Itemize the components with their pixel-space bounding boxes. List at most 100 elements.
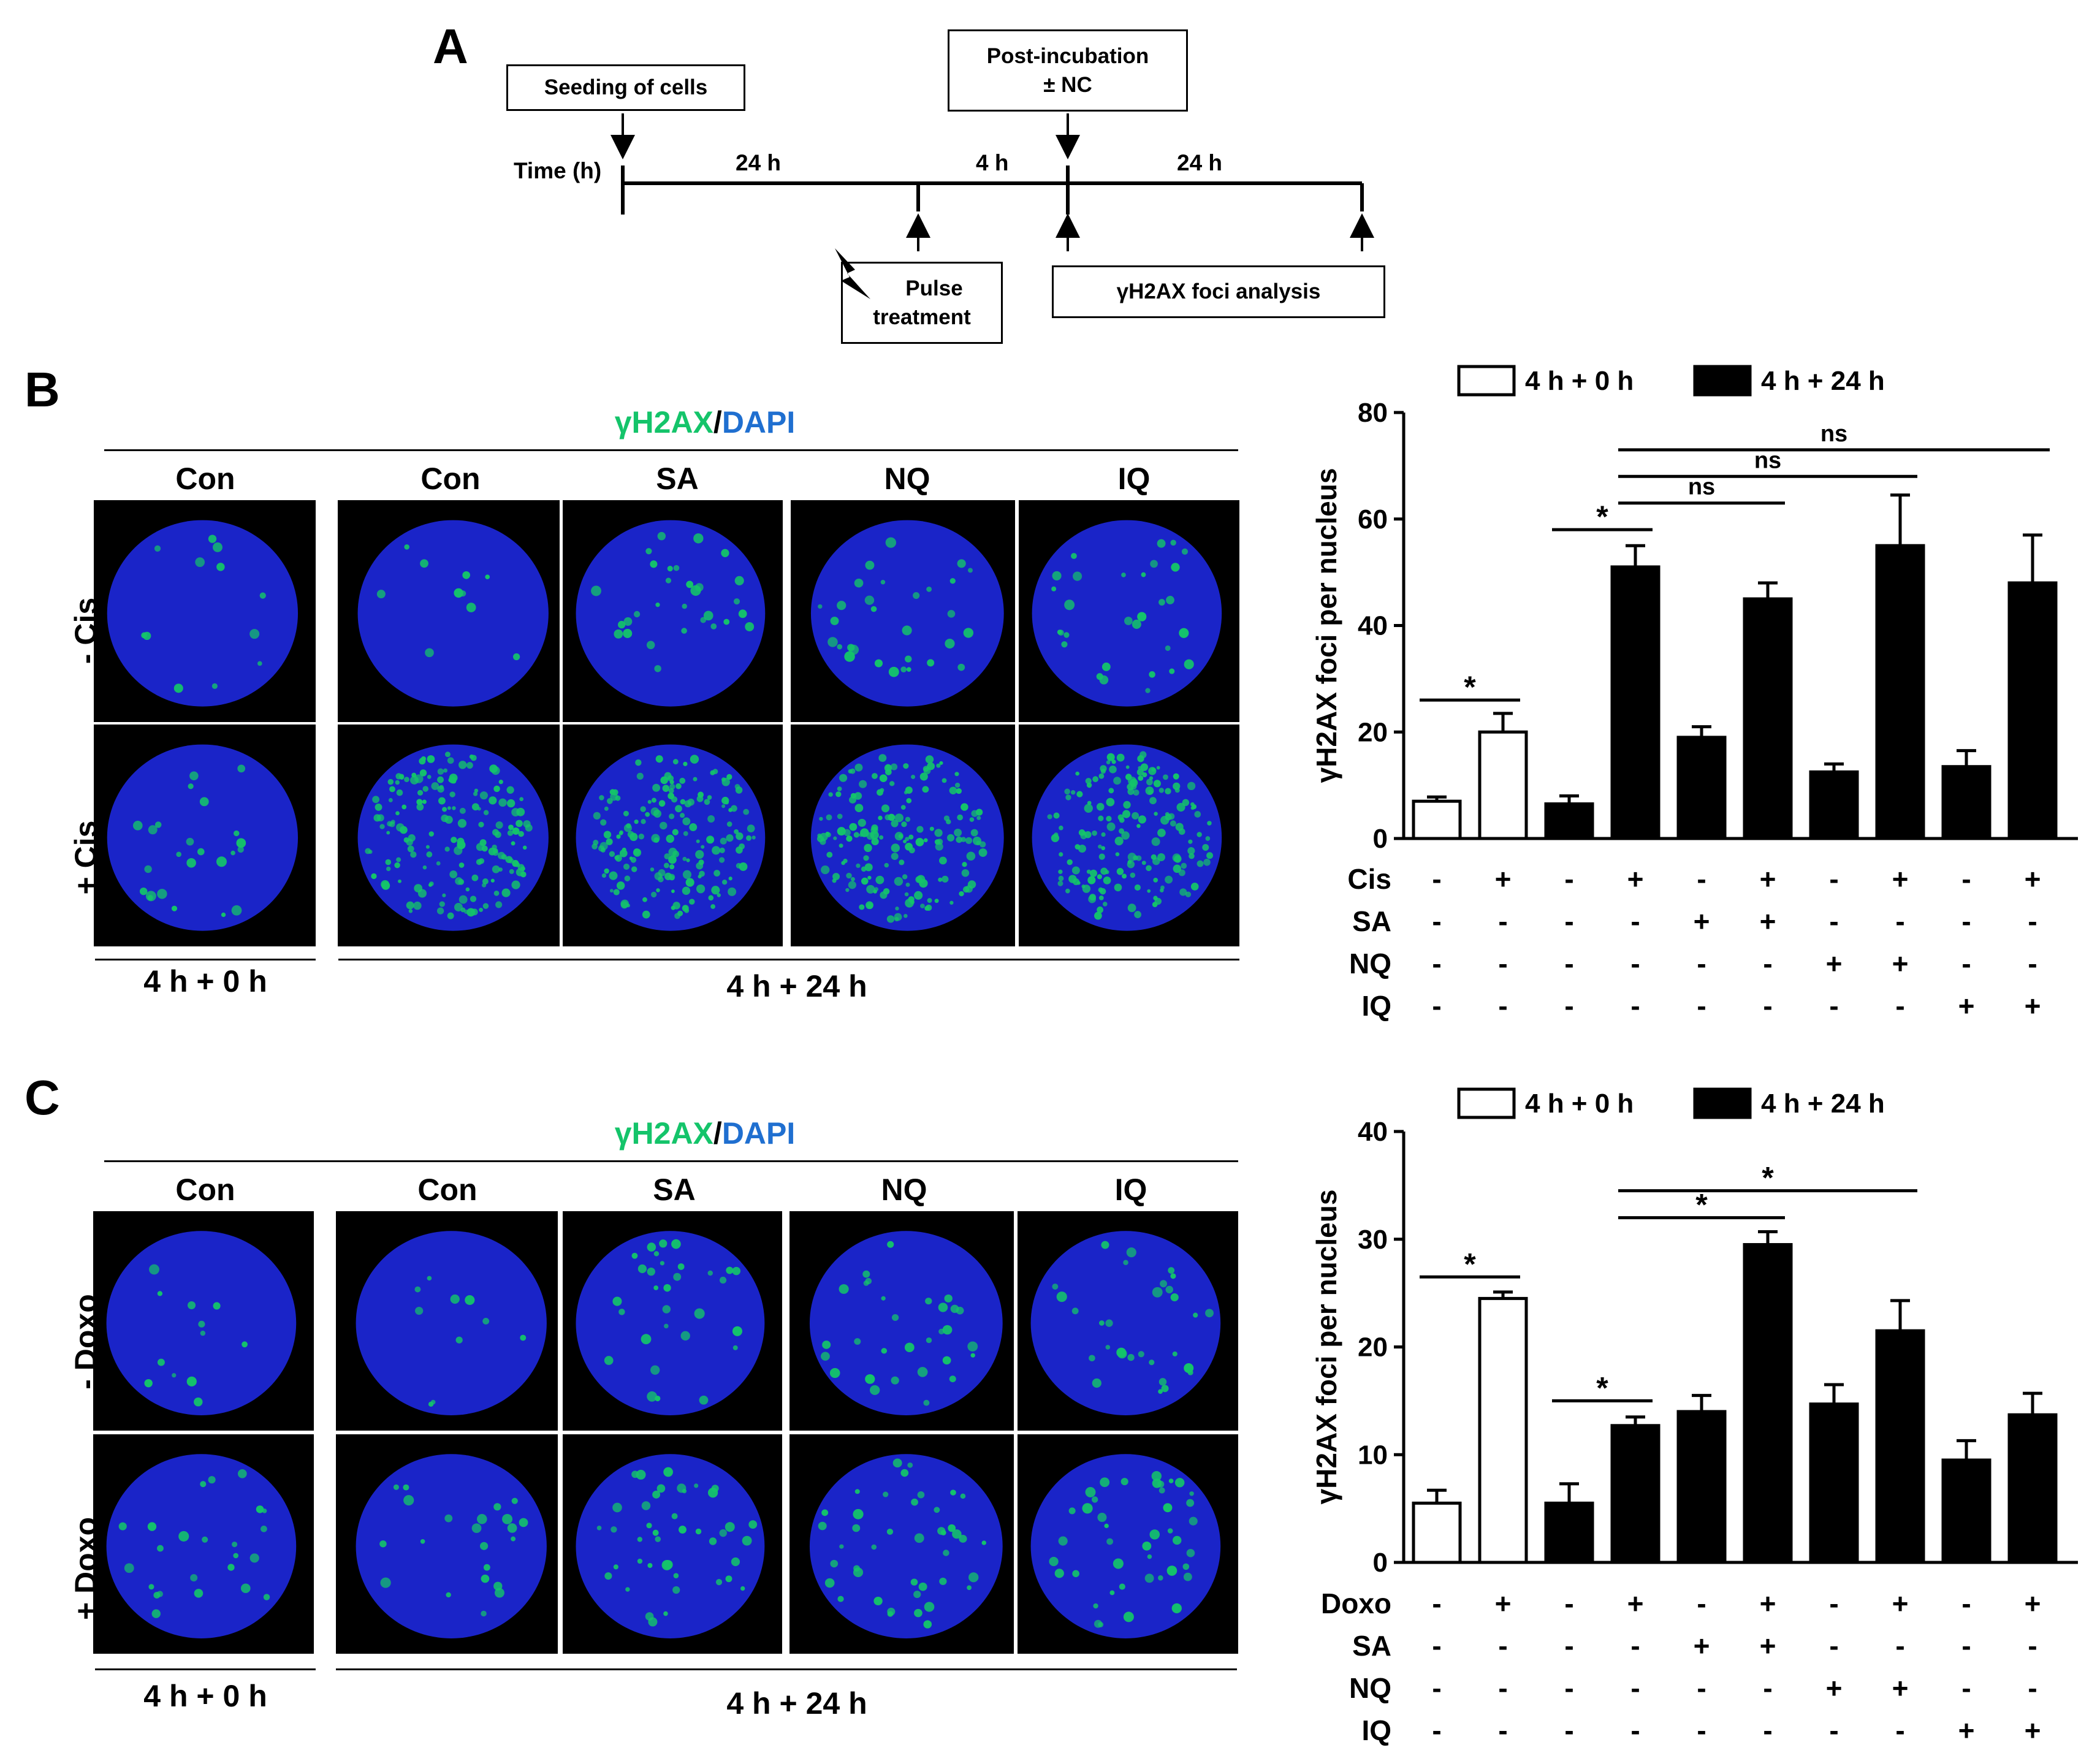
b-cell-r0-c4 (1019, 500, 1239, 722)
treatment-sign-1-2: - (1564, 905, 1573, 937)
treatment-sign-2-4: - (1697, 948, 1706, 979)
bar-8 (1941, 1458, 1992, 1564)
treatment-sign-3-5: - (1763, 990, 1772, 1022)
col-header-c-2: SA (653, 1173, 696, 1207)
legend-swatch-1 (1693, 365, 1752, 397)
treatment-sign-0-9: + (2025, 863, 2041, 895)
sig-label-1: * (1596, 1371, 1608, 1405)
bar-6 (1809, 1402, 1859, 1564)
treatment-sign-0-5: + (1760, 863, 1776, 895)
treatment-sign-1-7: - (1895, 905, 1904, 937)
bar-1 (1478, 730, 1528, 840)
nucleus (576, 520, 766, 707)
treatment-sign-1-4: + (1694, 905, 1710, 937)
treatment-sign-0-7: + (1892, 1588, 1909, 1619)
y-axis-label: γH2AX foci per nucleus (1311, 1190, 1342, 1505)
bar-7 (1875, 544, 1925, 840)
panel-label-c: C (25, 1070, 60, 1125)
sig-label-3: ns (1754, 447, 1781, 473)
bar-5 (1743, 597, 1793, 840)
treatment-sign-1-0: - (1432, 1630, 1441, 1662)
c-cell-r0-c4 (1018, 1211, 1238, 1431)
post-incubation-nc-label: ± NC (1043, 73, 1092, 97)
treatment-sign-1-7: - (1895, 1630, 1904, 1662)
bar-8 (1941, 765, 1992, 840)
treatment-sign-3-1: - (1498, 1714, 1507, 1746)
treatment-sign-2-3: - (1630, 1672, 1640, 1704)
treatment-sign-0-7: + (1892, 863, 1909, 895)
panel-label-b: B (25, 362, 60, 417)
treatment-sign-1-3: - (1630, 905, 1640, 937)
foci-analysis-label: γH2AX foci analysis (1116, 280, 1321, 304)
treatment-sign-3-8: + (1958, 990, 1975, 1022)
panel-label-a: A (433, 19, 468, 74)
col-header-b-2: SA (656, 462, 699, 496)
y-tick-label: 40 (1358, 611, 1388, 641)
treatment-sign-1-9: - (2028, 905, 2037, 937)
y-tick-label: 20 (1358, 717, 1388, 747)
bar-9 (2007, 1413, 2058, 1564)
treatment-sign-2-7: + (1892, 948, 1909, 979)
bar-3 (1610, 1424, 1661, 1564)
stain-sep-b: / (713, 405, 722, 439)
b-cell-r1-c2 (563, 725, 783, 946)
foot-label-b-right: 4 h + 24 h (726, 969, 867, 1003)
b-cell-r1-c3 (791, 725, 1015, 946)
bar-6 (1809, 770, 1859, 840)
foot-line-c-right (336, 1668, 1237, 1670)
chart-0: 0 20 40 60 80 γH2AX foci per nucleus * * ns ns ns 4… (1311, 365, 2078, 1022)
treatment-sign-1-3: - (1630, 1630, 1640, 1662)
treatment-sign-2-5: - (1763, 948, 1772, 979)
b-cell-r0-c0 (94, 500, 316, 722)
treatment-name-3: IQ (1361, 1714, 1391, 1746)
treatment-sign-2-0: - (1432, 1672, 1441, 1704)
col-header-c-1: Con (417, 1173, 477, 1207)
foot-line-b-left (95, 959, 316, 960)
sig-label-0: * (1464, 670, 1476, 704)
treatment-sign-0-0: - (1432, 1588, 1441, 1619)
bar-0 (1412, 799, 1462, 840)
treatment-sign-3-2: - (1564, 990, 1573, 1022)
sig-label-3: * (1762, 1161, 1774, 1195)
stain-green-c: γH2AX (614, 1116, 713, 1151)
treatment-sign-0-6: - (1829, 863, 1838, 895)
treatment-name-0: Doxo (1321, 1588, 1391, 1619)
foot-line-b-right (338, 959, 1239, 960)
c-cell-r0-c2 (563, 1211, 782, 1431)
treatment-sign-2-1: - (1498, 1672, 1507, 1704)
col-header-c-3: NQ (881, 1173, 927, 1207)
treatment-sign-2-8: - (1961, 1672, 1971, 1704)
chart-1: 0 10 20 30 40 γH2AX foci per nucleus * * * * 4 h +… (1311, 1087, 2078, 1746)
nucleus (106, 1454, 297, 1638)
nucleus (809, 1231, 1003, 1415)
treatment-sign-2-8: - (1961, 948, 1971, 979)
treatment-sign-2-7: + (1892, 1672, 1909, 1704)
nucleus (810, 520, 1004, 707)
y-tick-label: 0 (1373, 1548, 1388, 1578)
y-tick-label: 10 (1358, 1440, 1388, 1470)
c-cell-r1-c0 (93, 1434, 314, 1654)
nucleus (107, 520, 299, 707)
legend-label-0: 4 h + 0 h (1525, 366, 1634, 396)
treatment-sign-1-1: - (1498, 1630, 1507, 1662)
bar-7 (1875, 1329, 1925, 1564)
y-tick-label: 0 (1373, 824, 1388, 854)
treatment-sign-0-1: + (1495, 1588, 1512, 1619)
segment-2-label: 4 h (976, 150, 1009, 175)
col-header-c-0: Con (175, 1173, 235, 1207)
stain-green-b: γH2AX (614, 405, 713, 439)
treatment-sign-0-3: + (1627, 863, 1644, 895)
treatment-sign-0-2: - (1564, 863, 1573, 895)
treatment-sign-1-5: + (1760, 905, 1776, 937)
treatment-sign-1-8: - (1961, 1630, 1971, 1662)
post-incubation-label: Post-incubation (986, 44, 1149, 68)
col-header-b-1: Con (420, 462, 481, 496)
c-cell-r1-c2 (563, 1434, 782, 1654)
treatment-name-2: NQ (1349, 948, 1391, 979)
treatment-sign-0-9: + (2025, 1588, 2041, 1619)
y-tick-label: 20 (1358, 1333, 1388, 1363)
col-header-b-3: NQ (884, 462, 930, 496)
stain-underline-b (104, 449, 1238, 451)
treatment-sign-1-8: - (1961, 905, 1971, 937)
bar-4 (1676, 1410, 1727, 1564)
